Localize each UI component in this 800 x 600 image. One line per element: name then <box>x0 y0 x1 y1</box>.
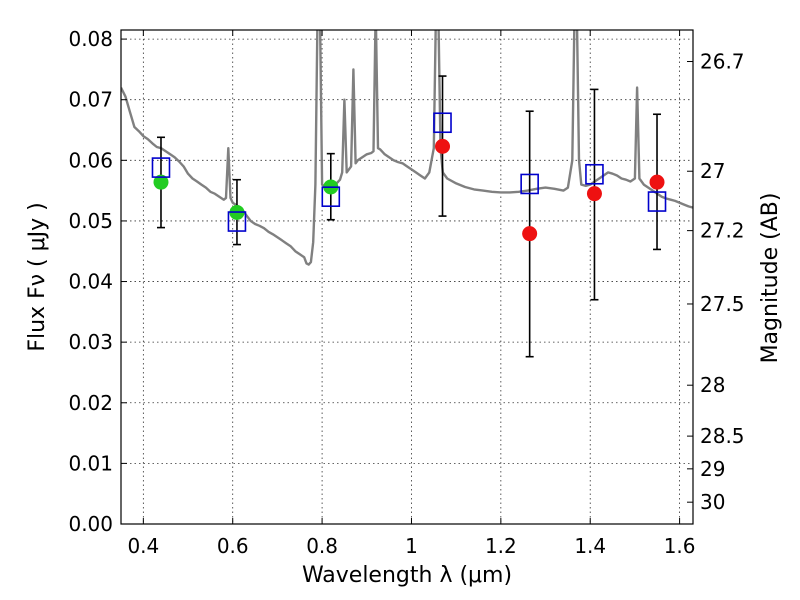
x-tick-label: 1.4 <box>574 534 606 558</box>
y2-tick-label: 30 <box>700 490 725 514</box>
x-tick-label: 1.6 <box>664 534 696 558</box>
synthetic-point <box>321 186 341 207</box>
data-points <box>153 138 665 242</box>
y-axis-label: Flux Fν ( μJy ) <box>25 202 50 351</box>
synthetic-point <box>647 191 667 212</box>
synthetic-point <box>433 112 452 134</box>
y-tick-label: 0.01 <box>68 451 113 475</box>
observed-point <box>649 174 665 190</box>
y2-tick-label: 29 <box>700 457 725 481</box>
y2-axis-label: Magnitude (AB) <box>758 193 783 364</box>
y2-tick-label: 26.7 <box>700 50 745 74</box>
observed-point <box>522 226 538 242</box>
x-tick-label: 1 <box>405 534 418 558</box>
y-tick-label: 0.00 <box>68 512 113 536</box>
x-ticks: 0.4 0.6 0.8 1 1.2 1.4 1.6 <box>127 30 696 558</box>
y-tick-label: 0.03 <box>68 330 113 354</box>
y-tick-label: 0.07 <box>68 88 113 112</box>
observed-point <box>435 138 451 154</box>
y-tick-label: 0.02 <box>68 391 113 415</box>
plot-frame <box>120 29 694 525</box>
synthetic-point <box>227 211 247 232</box>
y2-tick-label: 28 <box>700 373 725 397</box>
model-spectrum <box>121 30 693 266</box>
model-spectrum-line <box>121 30 693 266</box>
y-ticks: 0.00 0.01 0.02 0.03 0.04 0.05 0.06 0.07 0.08 <box>68 27 127 536</box>
y2-tick-label: 28.5 <box>700 424 745 448</box>
synthetic-point <box>151 157 171 178</box>
y2-tick-label: 27.5 <box>700 292 745 316</box>
x-tick-label: 0.8 <box>306 534 338 558</box>
x-tick-label: 0.6 <box>217 534 249 558</box>
y-tick-label: 0.08 <box>68 27 113 51</box>
y2-tick-label: 27.2 <box>700 219 745 243</box>
grid <box>121 30 693 525</box>
x-tick-label: 1.2 <box>485 534 517 558</box>
y2-ticks: 26.7 27 27.2 27.5 28 28.5 29 30 <box>687 50 745 514</box>
y-tick-label: 0.05 <box>68 209 113 233</box>
y-tick-label: 0.06 <box>68 148 113 172</box>
synthetic-point <box>520 173 539 195</box>
x-tick-label: 0.4 <box>127 534 159 558</box>
observed-point <box>153 174 169 190</box>
y2-tick-label: 27 <box>700 159 725 183</box>
synthetic-point <box>585 163 604 185</box>
y-tick-label: 0.04 <box>68 270 113 294</box>
observed-point <box>586 186 602 202</box>
x-axis-label: Wavelength λ (μm) <box>302 563 512 588</box>
synthetic-points <box>151 112 667 232</box>
